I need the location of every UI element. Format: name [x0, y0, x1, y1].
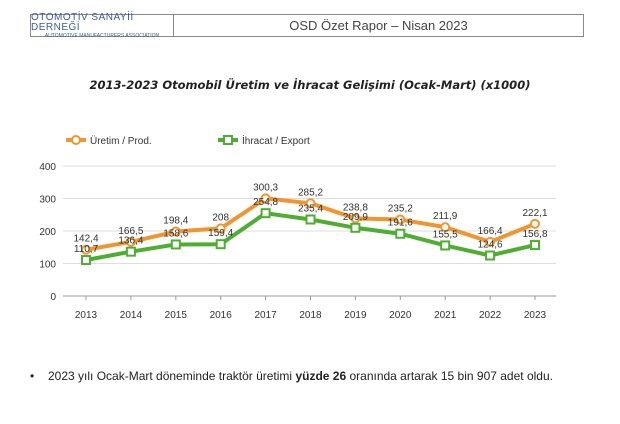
data-label: 222,1 — [522, 208, 547, 219]
x-tick-label: 2021 — [434, 310, 457, 321]
data-label: 156,8 — [522, 229, 547, 240]
data-point — [485, 236, 496, 247]
data-point — [305, 214, 316, 225]
data-label: 235,2 — [388, 204, 413, 215]
legend-label: Üretim / Prod. — [90, 135, 152, 147]
data-label: 159,4 — [208, 228, 233, 239]
data-point — [440, 240, 451, 251]
data-point — [170, 226, 181, 237]
legend-marker — [223, 135, 233, 145]
y-tick-label: 100 — [39, 260, 56, 271]
y-tick-label: 400 — [39, 162, 56, 173]
data-point — [215, 223, 226, 234]
data-point — [530, 218, 540, 229]
data-label: 191,6 — [388, 218, 413, 229]
org-name-en: AUTOMOTIVE MANUFACTURERS ASSOCIATION — [44, 32, 160, 39]
data-label: 166,5 — [118, 226, 143, 237]
chart-data-labels: 142,4 166,5 198,4 208 300,3 285,2 238,8 235,2 21… — [73, 182, 547, 255]
data-label: 142,4 — [73, 234, 98, 245]
x-tick-label: 2015 — [165, 310, 188, 321]
chart-grid: 0 100 200 300 400 2013 2014 2015 2016 2017 2018 201… — [39, 162, 556, 321]
chart-legend: Üretim / Prod. İhracat / Export — [66, 134, 310, 147]
x-tick-label: 2013 — [75, 310, 98, 321]
data-point — [125, 246, 136, 257]
data-label: 238,8 — [343, 202, 368, 213]
report-header: OTOMOTİV SANAYİİ DERNEĞİ AUTOMOTIVE MANU… — [30, 11, 584, 39]
x-tick-label: 2023 — [524, 310, 547, 321]
legend-label: İhracat / Export — [242, 134, 310, 147]
x-tick-label: 2020 — [389, 310, 412, 321]
data-label: 110,7 — [74, 244, 99, 255]
data-point — [440, 222, 451, 233]
data-label: 198,4 — [163, 216, 188, 227]
osd-logo: OTOMOTİV SANAYİİ DERNEĞİ AUTOMOTIVE MANU… — [31, 11, 174, 39]
data-point — [395, 214, 406, 225]
data-point — [260, 193, 271, 204]
data-label: 166,4 — [478, 226, 503, 237]
bullet-text-bold: yüzde 26 — [295, 369, 347, 383]
data-point — [81, 244, 91, 255]
legend-marker — [71, 135, 81, 145]
data-label: 285,2 — [298, 187, 323, 198]
bullet-dot: • — [30, 369, 35, 383]
data-point — [81, 255, 91, 266]
data-point — [125, 236, 136, 247]
data-label: 158,6 — [163, 228, 188, 239]
chart-series — [81, 193, 540, 266]
data-label: 209,9 — [343, 212, 368, 223]
y-tick-label: 200 — [39, 227, 56, 238]
data-point — [215, 239, 226, 250]
data-point — [260, 208, 271, 219]
data-label: 211,9 — [433, 211, 458, 222]
x-tick-label: 2016 — [210, 310, 233, 321]
x-tick-label: 2022 — [479, 310, 502, 321]
report-title: OSD Özet Rapor – Nisan 2023 — [289, 18, 468, 33]
bullet-text: 2023 yılı Ocak-Mart döneminde traktör ür… — [48, 367, 590, 385]
x-tick-label: 2017 — [254, 310, 277, 321]
data-label: 235,4 — [298, 203, 323, 214]
data-point — [530, 240, 540, 251]
data-point — [485, 250, 496, 261]
x-tick-label: 2014 — [120, 310, 143, 321]
bullet-text-end: oranında artarak 15 bin 907 adet oldu. — [346, 369, 553, 383]
data-label: 254,8 — [253, 197, 278, 208]
y-tick-label: 0 — [50, 292, 56, 303]
bullet-text-start: 2023 yılı Ocak-Mart döneminde traktör ür… — [48, 369, 296, 383]
data-label: 124,6 — [478, 240, 503, 251]
x-tick-label: 2018 — [299, 310, 322, 321]
data-point — [395, 228, 406, 239]
summary-bullet: • 2023 yılı Ocak-Mart döneminde traktör … — [30, 367, 590, 385]
x-tick-label: 2019 — [344, 310, 367, 321]
chart-title: 2013-2023 Otomobil Üretim ve İhracat Gel… — [89, 78, 531, 92]
data-label: 208 — [212, 212, 229, 223]
data-point — [350, 222, 361, 233]
org-name: OTOMOTİV SANAYİİ DERNEĞİ — [31, 11, 134, 33]
data-label: 300,3 — [253, 182, 278, 193]
data-point — [170, 239, 181, 250]
data-label: 136,4 — [118, 236, 143, 247]
data-point — [305, 198, 316, 209]
data-label: 155,5 — [433, 229, 458, 240]
y-tick-label: 300 — [39, 195, 56, 206]
data-point — [350, 213, 361, 224]
